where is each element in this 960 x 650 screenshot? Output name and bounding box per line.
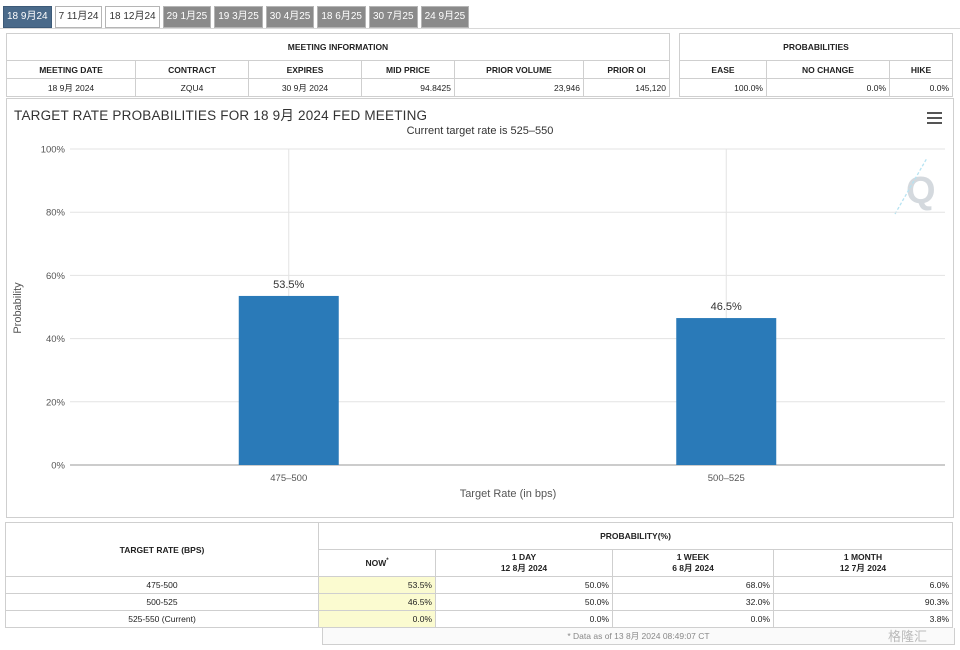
- y-tick-label: 0%: [51, 461, 65, 472]
- day-cell: 0.0%: [435, 610, 613, 628]
- chart-menu-icon[interactable]: [927, 112, 942, 124]
- week-cell: 0.0%: [612, 610, 774, 628]
- rate-cell: 475-500: [5, 576, 319, 594]
- table-row: 475-500 53.5% 50.0% 68.0% 6.0%: [5, 576, 953, 594]
- watermark-logo: 格隆汇: [888, 626, 927, 645]
- expires: 30 9月 2024: [248, 78, 362, 97]
- y-tick-label: 100%: [41, 145, 66, 156]
- month-cell: 3.8%: [773, 610, 953, 628]
- meeting-info-title: MEETING INFORMATION: [6, 33, 670, 61]
- contract: ZQU4: [135, 78, 249, 97]
- day-cell: 50.0%: [435, 593, 613, 611]
- y-tick-label: 80%: [46, 208, 66, 219]
- week-cell: 68.0%: [612, 576, 774, 594]
- probability-table: TARGET RATE (BPS) PROBABILITY(%) NOW* 1 …: [5, 522, 953, 628]
- watermark-text: 格隆汇: [888, 629, 928, 644]
- ease-value: 100.0%: [679, 78, 767, 97]
- prior-oi: 145,120: [583, 78, 670, 97]
- tab-meeting[interactable]: 24 9月25: [420, 6, 470, 28]
- q-logo-icon: Q: [894, 157, 936, 215]
- meeting-tabs: 18 9月24 7 11月24 18 12月24 29 1月25 19 3月25…: [3, 6, 470, 28]
- data-timestamp: * Data as of 13 8月 2024 08:49:07 CT: [322, 628, 955, 645]
- hike-value: 0.0%: [889, 78, 953, 97]
- y-tick-label: 40%: [46, 334, 66, 345]
- x-axis-label: Target Rate (in bps): [459, 488, 557, 500]
- data-label: 46.5%: [711, 301, 742, 313]
- month-cell: 6.0%: [773, 576, 953, 594]
- tab-meeting[interactable]: 29 1月25: [162, 6, 212, 28]
- svg-text:Q: Q: [906, 170, 936, 212]
- probability-header: PROBABILITY(%): [318, 522, 953, 550]
- probabilities-title: PROBABILITIES: [679, 33, 953, 61]
- x-tick-label: 475–500: [270, 473, 307, 484]
- day-cell: 50.0%: [435, 576, 613, 594]
- rate-cell: 500-525: [5, 593, 319, 611]
- tab-meeting[interactable]: 18 6月25: [317, 6, 366, 28]
- data-label: 53.5%: [273, 279, 304, 291]
- tab-meeting[interactable]: 18 12月24: [105, 6, 160, 28]
- divider: [0, 28, 960, 29]
- target-rate-header: TARGET RATE (BPS): [5, 522, 319, 577]
- chart-container: [6, 98, 954, 518]
- chart-title: TARGET RATE PROBABILITIES FOR 18 9月 2024…: [14, 108, 428, 123]
- now-cell: 53.5%: [318, 576, 436, 594]
- week-cell: 32.0%: [612, 593, 774, 611]
- tab-meeting[interactable]: 18 9月24: [3, 6, 52, 28]
- col-1-month: 1 MONTH 12 7月 2024: [773, 549, 953, 577]
- table-row: 500-525 46.5% 50.0% 32.0% 90.3%: [5, 593, 953, 611]
- col-now: NOW*: [318, 549, 436, 577]
- tab-meeting[interactable]: 19 3月25: [214, 6, 263, 28]
- tab-meeting[interactable]: 30 4月25: [265, 6, 315, 28]
- chart-subtitle: Current target rate is 525–550: [406, 125, 554, 137]
- month-cell: 90.3%: [773, 593, 953, 611]
- x-tick-label: 500–525: [708, 473, 745, 484]
- tab-meeting[interactable]: 7 11月24: [54, 6, 103, 28]
- rate-cell: 525-550 (Current): [5, 610, 319, 628]
- now-cell: 46.5%: [318, 593, 436, 611]
- col-1-day: 1 DAY 12 8月 2024: [435, 549, 613, 577]
- probabilities-table: PROBABILITIES EASE NO CHANGE HIKE 100.0%…: [679, 33, 953, 97]
- table-row: 525-550 (Current) 0.0% 0.0% 0.0% 3.8%: [5, 610, 953, 628]
- tab-meeting[interactable]: 30 7月25: [368, 6, 418, 28]
- bar: [676, 318, 777, 465]
- meeting-info-table: MEETING INFORMATION MEETING DATE CONTRAC…: [6, 33, 670, 97]
- y-tick-label: 60%: [46, 271, 66, 282]
- now-cell: 0.0%: [318, 610, 436, 628]
- bar: [238, 295, 339, 465]
- y-tick-label: 20%: [46, 397, 66, 408]
- col-1-week: 1 WEEK 6 8月 2024: [612, 549, 774, 577]
